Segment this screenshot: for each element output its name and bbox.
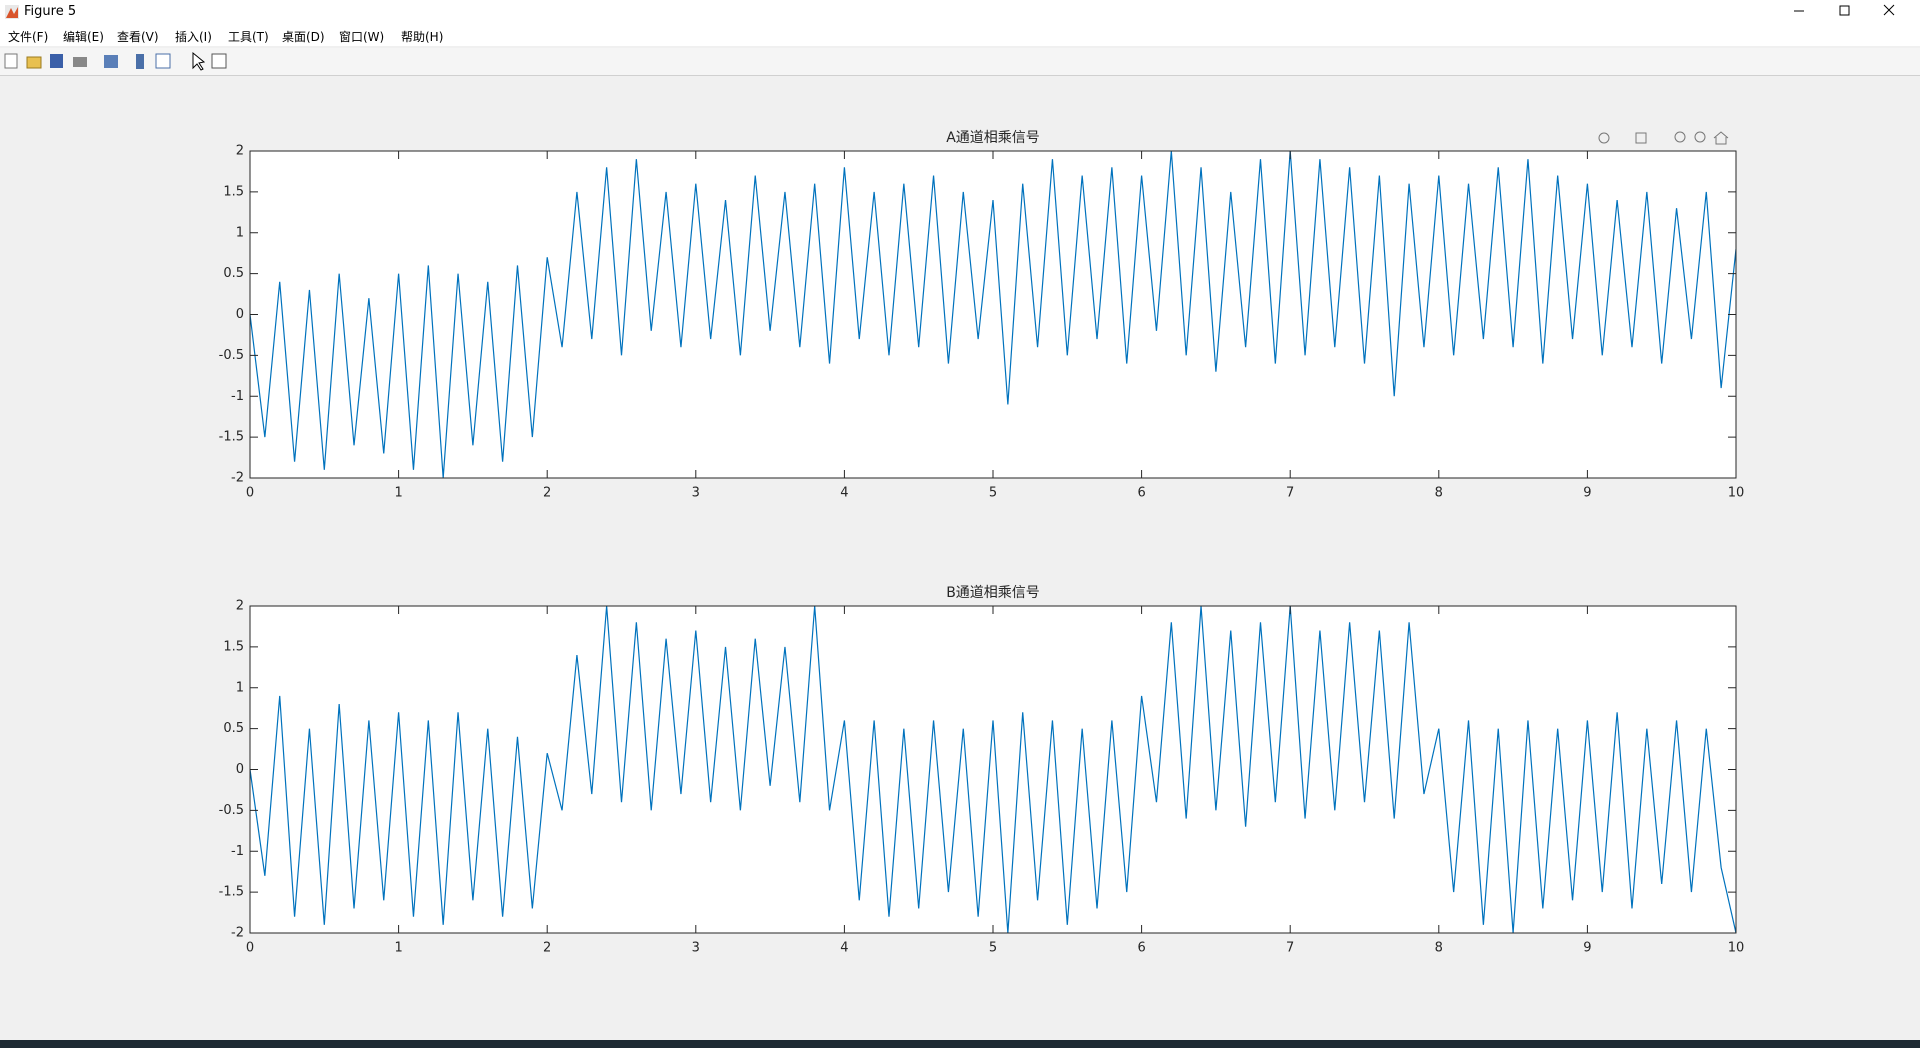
taskbar bbox=[0, 1040, 1920, 1048]
signal-line bbox=[250, 606, 1736, 933]
zoom-out[interactable] bbox=[1694, 131, 1706, 143]
toolbar bbox=[0, 48, 1920, 76]
y-tick-label: 1 bbox=[236, 225, 244, 240]
legend-icon[interactable] bbox=[155, 53, 171, 69]
y-tick-label: 0.5 bbox=[223, 721, 244, 736]
x-tick-label: 5 bbox=[989, 941, 997, 956]
window-controls[interactable] bbox=[1780, 0, 1920, 24]
link-icon[interactable] bbox=[104, 55, 118, 68]
x-tick-label: 4 bbox=[840, 486, 848, 501]
y-tick-label: 1 bbox=[236, 680, 244, 695]
x-tick-label: 5 bbox=[989, 486, 997, 501]
x-tick-label: 7 bbox=[1286, 486, 1294, 501]
x-tick-label: 6 bbox=[1137, 486, 1145, 501]
y-tick-label: 1.5 bbox=[223, 639, 244, 654]
window-title: Figure 5 bbox=[24, 4, 77, 19]
y-tick-label: 0 bbox=[236, 762, 244, 777]
x-tick-label: 7 bbox=[1286, 941, 1294, 956]
restore[interactable] bbox=[1839, 5, 1850, 16]
zoom-in[interactable] bbox=[1674, 131, 1686, 143]
menu-bar: 文件(F) 编辑(E) 查看(V) 插入(I) 工具(T) 桌面(D) 窗口(W) 帮助(H) bbox=[0, 24, 1920, 46]
title-bar: Figure 5 bbox=[0, 0, 1920, 24]
save-icon[interactable] bbox=[50, 54, 63, 68]
axes-title: A通道相乘信号 bbox=[946, 130, 1040, 146]
y-tick-label: -1 bbox=[231, 844, 244, 859]
menu-item[interactable]: 帮助(H) bbox=[401, 30, 444, 44]
y-tick-label: 0 bbox=[236, 307, 244, 322]
x-tick-label: 10 bbox=[1728, 941, 1745, 956]
pointer-icon[interactable] bbox=[192, 51, 206, 71]
home[interactable] bbox=[1713, 131, 1729, 145]
menu-item[interactable]: 工具(T) bbox=[228, 30, 269, 44]
y-tick-label: -2 bbox=[231, 471, 244, 486]
plot-area bbox=[250, 606, 1736, 933]
x-tick-label: 9 bbox=[1583, 486, 1591, 501]
new-icon[interactable] bbox=[4, 53, 18, 69]
x-tick-label: 8 bbox=[1435, 941, 1443, 956]
brush[interactable] bbox=[1598, 132, 1610, 144]
print-icon[interactable] bbox=[73, 57, 87, 67]
menu-item[interactable]: 插入(I) bbox=[175, 30, 212, 44]
y-tick-label: 2 bbox=[236, 144, 244, 159]
data-tips[interactable] bbox=[1635, 132, 1647, 144]
x-tick-label: 9 bbox=[1583, 941, 1591, 956]
x-tick-label: 3 bbox=[692, 941, 700, 956]
x-tick-label: 8 bbox=[1435, 486, 1443, 501]
series-group bbox=[250, 606, 1736, 933]
y-tick-label: 1.5 bbox=[223, 184, 244, 199]
x-tick-label: 1 bbox=[394, 486, 402, 501]
close[interactable] bbox=[1883, 4, 1895, 16]
y-tick-label: -2 bbox=[231, 926, 244, 941]
x-tick-label: 1 bbox=[394, 941, 402, 956]
menu-item[interactable]: 文件(F) bbox=[8, 30, 49, 44]
x-tick-label: 0 bbox=[246, 941, 254, 956]
y-tick-label: -0.5 bbox=[219, 348, 244, 363]
y-tick-label: 0.5 bbox=[223, 266, 244, 281]
menu-item[interactable]: 桌面(D) bbox=[282, 30, 325, 44]
menu-item[interactable]: 查看(V) bbox=[117, 30, 159, 44]
y-tick-label: -1.5 bbox=[219, 885, 244, 900]
series-group bbox=[250, 151, 1736, 478]
open-icon[interactable] bbox=[26, 56, 42, 69]
axes-title: B通道相乘信号 bbox=[946, 585, 1040, 601]
y-tick-label: -0.5 bbox=[219, 803, 244, 818]
app-icon bbox=[5, 5, 19, 19]
x-tick-label: 10 bbox=[1728, 486, 1745, 501]
x-tick-label: 2 bbox=[543, 941, 551, 956]
y-tick-label: 2 bbox=[236, 599, 244, 614]
menu-item[interactable]: 窗口(W) bbox=[339, 30, 385, 44]
x-tick-label: 2 bbox=[543, 486, 551, 501]
axes-toolbar bbox=[1598, 131, 1729, 145]
menu-item[interactable]: 编辑(E) bbox=[63, 30, 104, 44]
property-icon[interactable] bbox=[211, 53, 227, 69]
y-tick-label: -1 bbox=[231, 389, 244, 404]
x-tick-label: 6 bbox=[1137, 941, 1145, 956]
x-tick-label: 3 bbox=[692, 486, 700, 501]
signal-line bbox=[250, 151, 1736, 478]
toolbar-icons bbox=[4, 51, 227, 71]
colorbar-icon[interactable] bbox=[136, 54, 144, 69]
plots: 0 1 2 3 4 5 6 7 8 9 10-2-1.5-1-0.500.511.52A通道相乘信号… bbox=[219, 130, 1745, 956]
y-tick-label: -1.5 bbox=[219, 430, 244, 445]
x-tick-label: 0 bbox=[246, 486, 254, 501]
x-tick-label: 4 bbox=[840, 941, 848, 956]
